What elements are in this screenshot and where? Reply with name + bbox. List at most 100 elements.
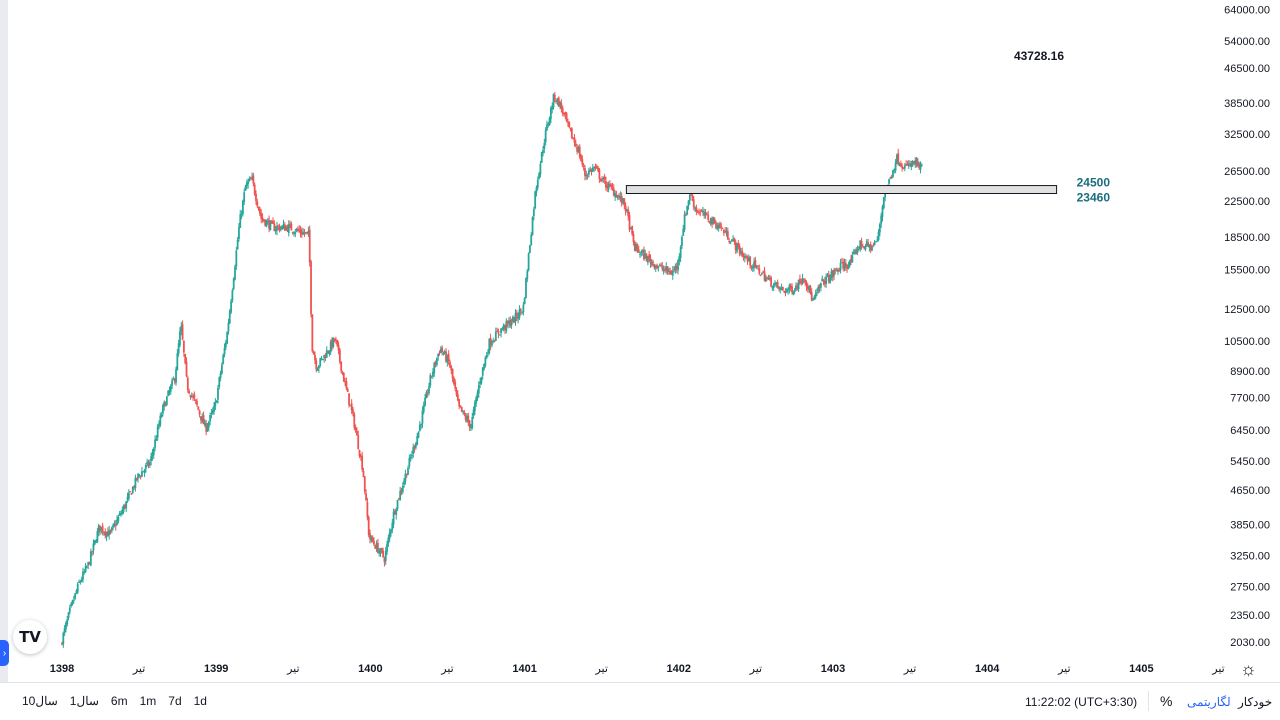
y-tick-label: 5450.00	[1230, 456, 1270, 468]
candle-body	[194, 399, 197, 401]
candle-body	[286, 226, 289, 232]
candle-body	[101, 525, 104, 533]
tradingview-logo[interactable]: TV	[13, 620, 47, 654]
x-tick-label: 1404	[975, 663, 1000, 675]
range-10y-button[interactable]: 10سال	[22, 694, 58, 708]
candle-body	[192, 396, 194, 398]
candle-body	[154, 439, 156, 448]
candle-body	[610, 184, 613, 188]
candle-body	[707, 214, 710, 221]
candle-body	[563, 112, 565, 114]
time-axis[interactable]: 1398 تیر 1399 تیر 1400 تیر 1401 تیر 1402 تیر 1403 ت…	[50, 663, 1225, 675]
candle-body	[759, 274, 762, 276]
candle-body	[126, 496, 129, 500]
candle-body	[477, 385, 480, 394]
candle-body	[521, 311, 523, 313]
candle-body	[552, 94, 555, 108]
candle-body	[441, 347, 444, 352]
candle-body	[745, 255, 748, 258]
candle-body	[804, 279, 807, 283]
candle-body	[654, 265, 657, 269]
candle-body	[493, 340, 496, 342]
candle-body	[438, 352, 441, 354]
candle-body	[418, 424, 421, 431]
candle-body	[615, 194, 618, 198]
candle-body	[688, 194, 691, 201]
range-1m-button[interactable]: 1m	[139, 694, 157, 708]
candle-body	[129, 491, 132, 493]
candle-body	[509, 320, 512, 327]
candle-body	[139, 476, 142, 478]
candle-body	[411, 454, 413, 457]
candle-body	[445, 351, 447, 362]
candle-body	[775, 282, 778, 284]
candle-body	[906, 163, 909, 166]
range-6m-button[interactable]: 6m	[110, 694, 128, 708]
price-chart[interactable]: 64000.00 54000.00 46500.00 38500.00 32500.00…	[0, 0, 1280, 682]
candle-body	[712, 217, 715, 225]
candle-body	[462, 410, 464, 412]
candle-body	[268, 219, 270, 229]
candle-body	[515, 312, 518, 318]
candle-body	[780, 288, 783, 290]
candle-body	[125, 501, 128, 509]
candle-body	[228, 310, 231, 324]
candle-body	[665, 266, 668, 271]
candle-body	[770, 277, 772, 287]
candle-body	[439, 348, 442, 354]
candle-body	[823, 280, 826, 285]
candle-body	[584, 168, 586, 176]
candle-body	[473, 402, 476, 411]
settings-gear-icon[interactable]: ☼	[1240, 659, 1257, 679]
candle-body	[380, 548, 383, 552]
candle-body	[483, 363, 485, 369]
candle-body	[818, 286, 821, 289]
candle-body	[764, 277, 767, 282]
candle-body	[599, 178, 602, 181]
candle-body	[151, 453, 154, 457]
range-7d-button[interactable]: 7d	[168, 694, 182, 708]
time-readout[interactable]: 11:22:02 (UTC+3:30)	[1025, 695, 1138, 709]
candle-body	[730, 240, 733, 242]
range-1y-button[interactable]: 1سال	[69, 694, 99, 708]
auto-scale-button[interactable]: خودکار	[1238, 695, 1273, 709]
candle-body	[172, 379, 175, 381]
candle-body	[896, 154, 898, 163]
candle-body	[560, 103, 563, 109]
candle-body	[801, 278, 804, 284]
candle-body	[734, 242, 737, 250]
y-tick-label: 8900.00	[1230, 366, 1270, 378]
candle-body	[403, 480, 405, 485]
candle-body	[354, 427, 357, 431]
candle-body	[224, 342, 227, 348]
log-scale-button[interactable]: لگاریتمی	[1187, 695, 1231, 709]
candle-body	[833, 270, 835, 276]
candle-body	[429, 375, 432, 386]
candle-body	[661, 266, 664, 270]
candle-body	[279, 227, 282, 229]
candle-body	[506, 320, 509, 324]
x-tick-label: 1405	[1129, 663, 1153, 675]
candle-body	[817, 286, 820, 292]
candle-body	[219, 373, 222, 378]
candle-body	[631, 225, 634, 235]
candle-body	[915, 158, 918, 166]
candle-body	[467, 415, 470, 423]
candle-body	[480, 377, 483, 384]
candle-body	[809, 286, 812, 294]
toolbar-divider	[1148, 691, 1149, 711]
zone-rectangle[interactable]	[625, 185, 1058, 195]
candle-body	[666, 266, 669, 272]
candle-body	[79, 581, 82, 583]
expand-panel-handle[interactable]: ›	[0, 640, 9, 666]
candle-body	[456, 394, 459, 401]
candle-body	[245, 182, 248, 187]
y-tick-label: 6450.00	[1230, 425, 1270, 437]
candle-body	[210, 412, 213, 414]
percent-scale-button[interactable]: %	[1160, 693, 1173, 709]
price-axis[interactable]: 64000.00 54000.00 46500.00 38500.00 32500.00…	[1224, 5, 1270, 649]
candle-body	[719, 223, 721, 229]
range-1d-button[interactable]: 1d	[193, 694, 207, 708]
candle-body	[87, 562, 90, 566]
candle-body	[502, 324, 505, 330]
